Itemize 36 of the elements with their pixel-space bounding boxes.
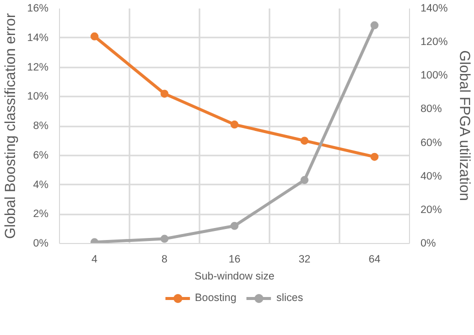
y-tick-label: 8% [33,120,50,132]
y2-axis-title: Global FPGA utilization [456,50,472,201]
x-axis-title: Sub-window size [194,270,275,282]
x-tick-label: 32 [298,254,310,266]
y2-tick-label: 40% [420,170,442,182]
point [300,176,308,184]
y-tick-label: 12% [27,61,50,74]
point [300,136,308,145]
point [90,32,98,40]
y-axis-title: Global Boosting classification error [3,13,20,239]
y2-tick-label: 20% [420,204,442,216]
y2-tick-label: 80% [420,103,442,116]
y-tick-label: 16% [27,2,50,14]
point [160,90,168,98]
y2-tick-label: 0% [420,238,436,250]
y2-tick-label: 100% [420,70,448,82]
x-tick-label: 16 [228,254,240,266]
point [230,222,238,230]
legend-label: slices [276,292,304,304]
y2-tick-label: 140% [420,2,448,14]
y-tick-label: 10% [27,90,50,103]
y-tick-label: 2% [33,208,50,220]
y-tick-label: 14% [27,32,50,44]
point [370,152,378,161]
y2-tick-label: 60% [420,136,442,149]
point [160,234,168,243]
x-tick-label: 8 [162,254,168,266]
x-tick-label: 64 [368,254,380,266]
y-tick-label: 6% [33,149,50,162]
x-tick-label: 4 [92,254,98,266]
y-tick-label: 4% [33,178,50,191]
y-tick-label: 0% [33,238,50,250]
point [230,120,238,129]
legend-label: Boosting [194,292,236,304]
y2-tick-label: 120% [420,36,448,48]
point [370,21,378,30]
